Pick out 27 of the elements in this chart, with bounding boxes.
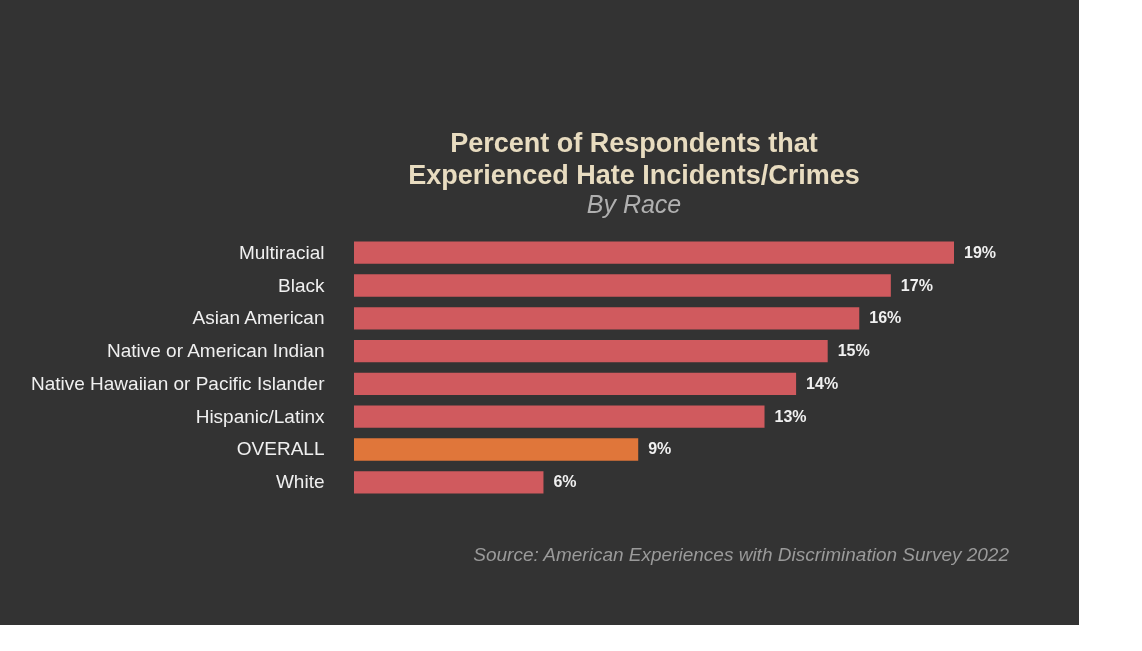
- y-tick-label: Native Hawaiian or Pacific Islander: [30, 372, 326, 394]
- data-label: 13%: [774, 407, 807, 425]
- data-label: 9%: [648, 440, 672, 458]
- bar: [354, 241, 954, 264]
- y-tick-label: Hispanic/Latinx: [195, 405, 325, 427]
- bar: [354, 471, 544, 494]
- y-tick-label: Asian American: [192, 307, 325, 329]
- chart-title: Percent of Respondents that Experienced Hate Incidents/Crimes: [408, 128, 860, 190]
- bar: [354, 405, 765, 428]
- chart-subtitle: By Race: [586, 190, 682, 218]
- bar: [354, 274, 891, 297]
- y-tick-label: White: [275, 471, 325, 493]
- y-tick-label: Native or American Indian: [106, 340, 325, 362]
- y-tick-label: Black: [278, 274, 325, 296]
- y-tick-label: Multiracial: [238, 241, 325, 263]
- bar: [354, 307, 860, 330]
- source-note: Source: American Experiences with Discrimination Survey 2022: [473, 544, 1010, 565]
- bar: [354, 438, 639, 461]
- data-label: 17%: [900, 276, 933, 294]
- data-label: 6%: [553, 473, 577, 491]
- data-label: 16%: [869, 309, 902, 327]
- data-label: 19%: [964, 243, 997, 261]
- y-tick-label: OVERALL: [236, 438, 325, 460]
- bar: [354, 339, 828, 363]
- bar: [354, 372, 797, 396]
- data-label: 14%: [806, 374, 839, 392]
- data-label: 15%: [837, 342, 870, 360]
